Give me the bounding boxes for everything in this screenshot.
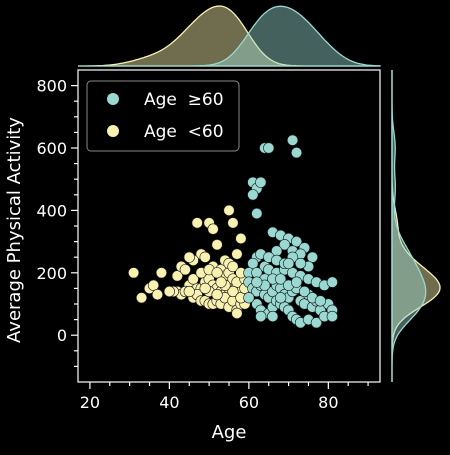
point-age-under-60 xyxy=(135,292,148,304)
x-tick-label: 20 xyxy=(80,393,100,412)
y-tick-label: 600 xyxy=(36,139,67,158)
point-age-under-60 xyxy=(199,251,211,263)
point-age-under-60 xyxy=(183,285,195,298)
point-age-60-plus xyxy=(247,189,259,201)
x-tick-label: 60 xyxy=(239,393,259,412)
legend-label-age-under-60: Age <60 xyxy=(144,122,224,142)
point-age-60-plus xyxy=(279,239,291,251)
point-age-60-plus xyxy=(255,310,267,323)
kde-right-age-60-plus xyxy=(391,70,427,382)
point-age-under-60 xyxy=(231,307,243,319)
legend-box xyxy=(86,80,240,152)
x-axis-label: Age xyxy=(212,422,247,443)
point-age-60-plus xyxy=(243,292,255,304)
point-age-under-60 xyxy=(183,251,195,263)
legend-marker-age-under-60 xyxy=(107,125,119,137)
point-age-60-plus xyxy=(283,257,295,270)
point-age-60-plus xyxy=(267,310,279,323)
point-age-60-plus xyxy=(255,176,267,188)
point-age-60-plus xyxy=(294,257,307,270)
y-axis-label: Average Physical Activity xyxy=(4,117,25,343)
legend-label-age-60-plus: Age ≥60 xyxy=(144,90,224,110)
point-age-under-60 xyxy=(147,279,160,291)
kde-top-age-60-plus xyxy=(78,5,381,67)
legend: Age ≥60 Age <60 xyxy=(86,80,240,152)
y-tick-label: 0 xyxy=(57,326,67,345)
y-tick-label: 800 xyxy=(36,77,67,96)
point-age-under-60 xyxy=(235,232,247,245)
x-tick-label: 80 xyxy=(318,393,338,412)
point-age-under-60 xyxy=(171,270,183,282)
point-age-60-plus xyxy=(326,276,338,288)
point-age-60-plus xyxy=(275,292,287,304)
point-age-under-60 xyxy=(227,260,239,273)
point-age-under-60 xyxy=(223,204,235,216)
point-age-60-plus xyxy=(275,273,287,285)
point-age-60-plus xyxy=(247,257,259,270)
point-age-60-plus xyxy=(290,276,303,288)
point-age-under-60 xyxy=(211,267,223,279)
point-age-under-60 xyxy=(199,282,211,295)
point-age-60-plus xyxy=(314,295,326,307)
point-age-60-plus xyxy=(263,142,275,154)
point-age-60-plus xyxy=(286,134,299,146)
legend-marker-age-60-plus xyxy=(107,93,119,105)
point-age-60-plus xyxy=(290,236,303,248)
point-age-under-60 xyxy=(211,289,223,301)
point-age-under-60 xyxy=(187,273,199,285)
point-age-under-60 xyxy=(151,289,164,301)
point-age-under-60 xyxy=(231,248,243,260)
right-marginal-kde xyxy=(391,70,441,382)
point-age-60-plus xyxy=(290,147,303,159)
point-age-under-60 xyxy=(207,223,219,235)
top-marginal-kde xyxy=(78,5,381,67)
point-age-under-60 xyxy=(155,267,168,279)
point-age-under-60 xyxy=(227,285,239,298)
point-age-60-plus xyxy=(251,276,263,288)
point-age-60-plus xyxy=(306,251,319,263)
point-age-under-60 xyxy=(128,267,140,279)
point-age-60-plus xyxy=(251,207,263,220)
x-tick-label: 40 xyxy=(159,393,179,412)
point-age-under-60 xyxy=(191,217,203,229)
y-tick-label: 200 xyxy=(36,264,67,283)
scatter-points xyxy=(128,134,338,329)
point-age-under-60 xyxy=(215,276,227,288)
point-age-under-60 xyxy=(163,285,175,298)
point-age-under-60 xyxy=(179,264,191,276)
point-age-under-60 xyxy=(227,217,239,229)
y-tick-label: 400 xyxy=(36,201,67,220)
point-age-60-plus xyxy=(326,310,338,323)
point-age-60-plus xyxy=(298,285,311,298)
point-age-60-plus xyxy=(310,317,323,329)
point-age-under-60 xyxy=(211,239,223,251)
